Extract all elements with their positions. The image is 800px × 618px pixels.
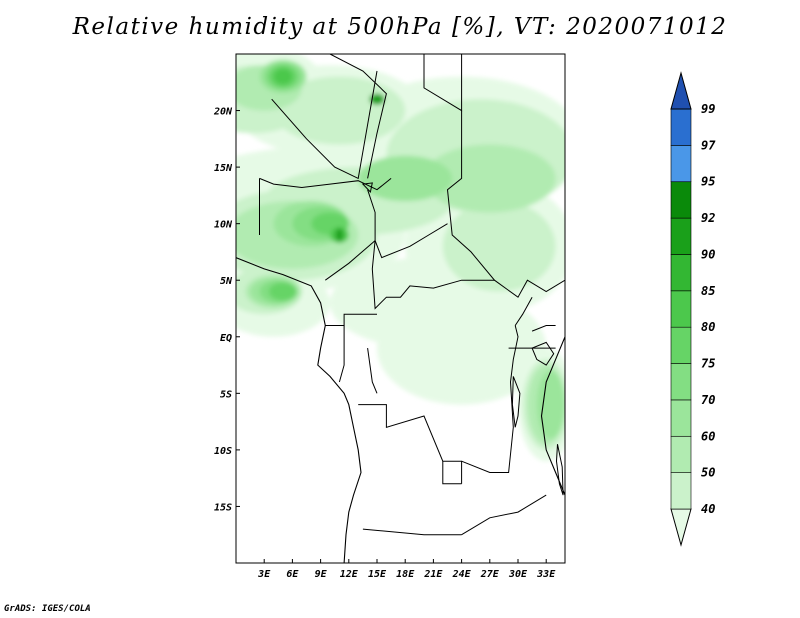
lat-tick-label: 15N bbox=[214, 163, 233, 174]
lat-tick-label: 10N bbox=[214, 220, 233, 231]
colorbar-swatch bbox=[670, 181, 692, 219]
lat-tick-label: 15S bbox=[214, 502, 232, 513]
colorbar-label: 80 bbox=[701, 320, 715, 334]
country-borders bbox=[236, 54, 565, 563]
colorbar-label: 50 bbox=[701, 466, 715, 480]
coastline bbox=[540, 336, 565, 496]
colorbar-label: 90 bbox=[701, 247, 715, 261]
country-border bbox=[367, 189, 448, 259]
country-border bbox=[514, 296, 533, 326]
map-axes: 3E 6E 9E 12E 15E 18E 21E 24E 27E 30E 33E 20N 15N 10N 5… bbox=[213, 107, 556, 580]
lake-outline bbox=[531, 341, 555, 366]
lake-outline bbox=[511, 376, 521, 428]
humidity-area-80 bbox=[268, 282, 298, 301]
colorbar-swatch bbox=[670, 217, 692, 255]
lon-tick-label: 21E bbox=[423, 569, 443, 580]
lat-tick-label: 5S bbox=[220, 389, 232, 400]
colorbar-label: 60 bbox=[701, 429, 715, 443]
colorbar-label: 75 bbox=[701, 357, 715, 371]
country-border bbox=[442, 461, 462, 485]
colorbar-swatch bbox=[670, 326, 692, 364]
lon-tick-label: 27E bbox=[480, 569, 500, 580]
colorbar-swatch bbox=[670, 399, 692, 437]
colorbar-swatch bbox=[670, 108, 692, 146]
lat-tick-label: 20N bbox=[213, 107, 233, 118]
colorbar-swatch bbox=[670, 472, 692, 510]
colorbar-label: 99 bbox=[701, 102, 715, 116]
country-border bbox=[446, 110, 565, 298]
colorbar-label: 92 bbox=[701, 211, 715, 225]
humidity-area-60 bbox=[424, 144, 556, 213]
colorbar-swatch bbox=[670, 71, 692, 110]
humidity-area-92 bbox=[335, 228, 344, 242]
lake-outline bbox=[361, 182, 373, 194]
country-border bbox=[325, 240, 376, 281]
country-border bbox=[531, 325, 556, 332]
humidity-area-92 bbox=[369, 93, 385, 105]
humidity-area-70 bbox=[536, 370, 565, 439]
country-border bbox=[362, 528, 462, 536]
lon-tick-label: 6E bbox=[286, 569, 299, 580]
country-border bbox=[461, 325, 519, 473]
lat-tick-label: EQ bbox=[220, 333, 232, 344]
country-border bbox=[423, 54, 463, 112]
lon-tick-label: 15E bbox=[368, 569, 387, 580]
lon-tick-label: 18E bbox=[396, 569, 415, 580]
coastline bbox=[236, 257, 362, 563]
humidity-area-40 bbox=[377, 291, 547, 405]
country-border bbox=[259, 177, 392, 191]
lat-tick-label: 10S bbox=[214, 446, 232, 457]
humidity-area-70 bbox=[358, 155, 453, 202]
country-border bbox=[371, 240, 495, 310]
country-border bbox=[271, 70, 378, 180]
humidity-area-50 bbox=[273, 76, 406, 145]
country-border bbox=[329, 54, 387, 179]
grads-credit: GrADS: IGES/COLA bbox=[4, 604, 91, 614]
colorbar-swatch bbox=[670, 363, 692, 401]
humidity-area-85 bbox=[273, 68, 293, 85]
colorbar-label: 70 bbox=[701, 393, 715, 407]
map-title: Relative humidity at 500hPa [%], VT: 202… bbox=[72, 14, 728, 40]
lon-tick-label: 12E bbox=[340, 569, 359, 580]
colorbar-swatch bbox=[670, 145, 692, 183]
lon-tick-label: 3E bbox=[257, 569, 271, 580]
lon-tick-label: 33E bbox=[536, 569, 556, 580]
colorbar-swatch bbox=[670, 254, 692, 292]
lat-tick-label: 5N bbox=[220, 276, 233, 287]
country-border bbox=[367, 348, 378, 394]
colorbar: 40 50 60 70 75 80 85 90 92 95 97 99 bbox=[670, 71, 716, 547]
colorbar-label: 97 bbox=[701, 138, 716, 152]
colorbar-swatch bbox=[670, 508, 692, 547]
country-border bbox=[325, 313, 377, 326]
colorbar-swatch bbox=[670, 435, 692, 473]
lake-outline bbox=[555, 444, 564, 496]
colorbar-label: 95 bbox=[701, 175, 715, 189]
colorbar-swatch bbox=[670, 290, 692, 328]
colorbar-label: 85 bbox=[701, 284, 715, 298]
country-border bbox=[461, 494, 547, 536]
humidity-area-50 bbox=[442, 201, 556, 292]
lon-tick-label: 30E bbox=[508, 569, 528, 580]
colorbar-label: 40 bbox=[701, 502, 715, 516]
lon-tick-label: 24E bbox=[452, 569, 472, 580]
lon-tick-label: 9E bbox=[315, 569, 328, 580]
plot-frame bbox=[235, 53, 566, 564]
country-border bbox=[338, 325, 345, 383]
